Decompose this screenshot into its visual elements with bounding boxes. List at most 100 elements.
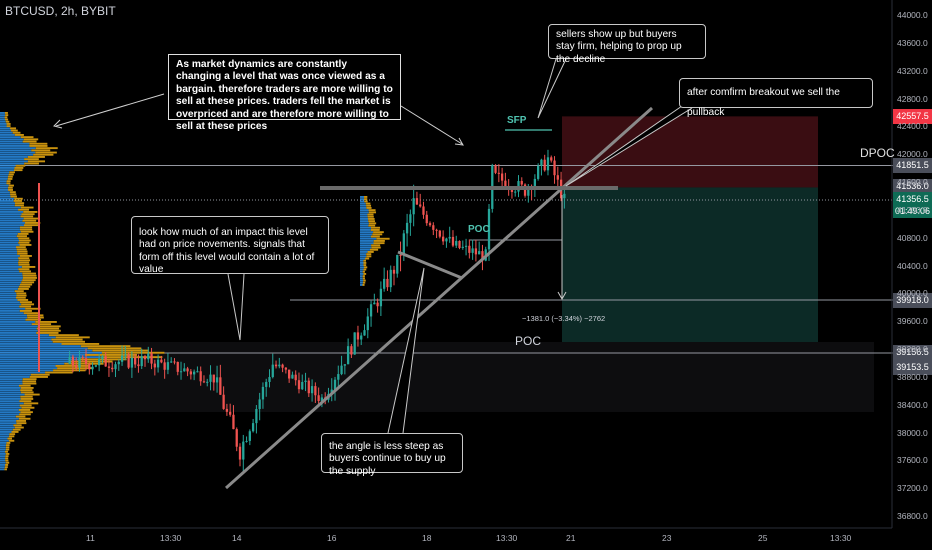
drawings-layer — [53, 58, 693, 490]
candle-body — [127, 354, 130, 368]
candle-body — [192, 371, 196, 375]
candle-body — [271, 364, 274, 378]
candle-body — [176, 361, 179, 372]
candle-body — [553, 160, 556, 176]
candle-body — [101, 356, 104, 359]
candle-body — [294, 374, 297, 381]
poc-label-small: POC — [468, 224, 490, 235]
candle-body — [179, 371, 183, 373]
time-tick-label: 14 — [232, 533, 242, 543]
note-angle[interactable]: the angle is less steep as buyers contin… — [321, 433, 463, 477]
candle-body — [124, 354, 127, 356]
candle-body — [360, 335, 363, 340]
candle-body — [458, 240, 461, 248]
candle-body — [140, 356, 143, 367]
candle-body — [422, 206, 425, 215]
time-tick-label: 13:30 — [830, 533, 852, 543]
price-tag-stop: 42557.5 — [893, 109, 932, 124]
zones-layer — [110, 116, 874, 412]
note-breakout-pointer — [565, 105, 693, 187]
candle-body — [202, 381, 206, 383]
candle-body — [412, 198, 415, 215]
candle-body — [546, 157, 550, 171]
time-tick-label: 21 — [566, 533, 576, 543]
candle-body — [301, 381, 304, 390]
candle-body — [543, 159, 546, 171]
candle-body — [337, 374, 340, 380]
candle-body — [392, 269, 396, 274]
candle-body — [196, 371, 199, 373]
candle-body — [537, 165, 540, 179]
candle-body — [346, 346, 350, 365]
candle-body — [229, 411, 232, 415]
candle-body — [523, 184, 527, 196]
candle-body — [389, 269, 392, 288]
candle-body — [383, 278, 386, 289]
candle-body — [117, 361, 120, 365]
note-breakout-text: after comfirm breakout we sell the pullb… — [687, 87, 840, 118]
candle-body — [369, 304, 373, 317]
price-tick-label: 38800.0 — [897, 371, 928, 382]
candle-body — [402, 233, 405, 256]
note-breakout[interactable]: after comfirm breakout we sell the pullb… — [679, 78, 873, 118]
candle-body — [104, 356, 107, 367]
candle-body — [419, 204, 422, 207]
note-sellers-show-up[interactable]: sellers show up but buyers stay firm, he… — [548, 24, 706, 65]
candle-body — [153, 363, 156, 368]
candle-body — [189, 371, 193, 375]
candle-body — [527, 187, 530, 196]
candle-body — [304, 380, 307, 382]
candle-body — [399, 254, 402, 256]
trendline — [225, 106, 653, 490]
candle-body — [134, 357, 137, 365]
candle-body — [261, 386, 265, 400]
candle-body — [278, 364, 281, 367]
candle-body — [88, 364, 91, 370]
candle-body — [156, 359, 160, 368]
candle-body — [333, 379, 337, 390]
price-tag-current: 41356.5 01:49:06 — [893, 192, 932, 218]
price-tick-label: 39600.0 — [897, 316, 928, 327]
candle-body — [150, 353, 153, 364]
price-tick-label: 42800.0 — [897, 93, 928, 104]
range-box — [110, 342, 874, 412]
candle-body — [307, 380, 310, 394]
candle-body — [514, 191, 517, 193]
candle-body — [494, 165, 497, 173]
candle-body — [386, 278, 389, 288]
candle-body — [415, 198, 419, 205]
price-tick-label: 40800.0 — [897, 232, 928, 243]
candle-body — [245, 440, 248, 442]
time-tick-label: 16 — [327, 533, 337, 543]
candle-body — [120, 355, 124, 362]
candle-body — [461, 246, 464, 248]
candle-body — [170, 361, 173, 363]
candle-body — [225, 408, 229, 412]
candle-body — [471, 248, 474, 253]
candle-body — [255, 408, 258, 424]
time-tick-label: 13:30 — [160, 533, 182, 543]
dpoc-label: DPOC — [860, 146, 895, 160]
note-market-dynamics[interactable]: As market dynamics are constantly changi… — [168, 54, 401, 132]
price-tick-label: 40000.0 — [897, 288, 928, 299]
candle-body — [173, 361, 176, 363]
sfp-label: SFP — [507, 115, 527, 126]
price-tick-label: 37200.0 — [897, 483, 928, 494]
candle-body — [186, 368, 189, 372]
note-sellers-pointer — [537, 58, 567, 119]
price-tick-label: 36800.0 — [897, 511, 928, 521]
candle-body — [232, 414, 235, 430]
candle-body — [500, 173, 504, 181]
candle-body — [94, 365, 97, 367]
candle-body — [143, 356, 147, 360]
candle-body — [317, 395, 320, 401]
price-tick-label: 38000.0 — [897, 427, 928, 438]
measure-arrowhead — [557, 291, 567, 301]
candle-body — [353, 332, 356, 355]
note-level-impact[interactable]: look how much of an impact this level ha… — [131, 216, 329, 275]
candle-body — [222, 394, 225, 409]
callout-arrowhead-right — [454, 137, 464, 146]
price-tick-label: 38400.0 — [897, 399, 928, 410]
candle-body — [97, 358, 101, 366]
candle-body — [107, 366, 111, 368]
